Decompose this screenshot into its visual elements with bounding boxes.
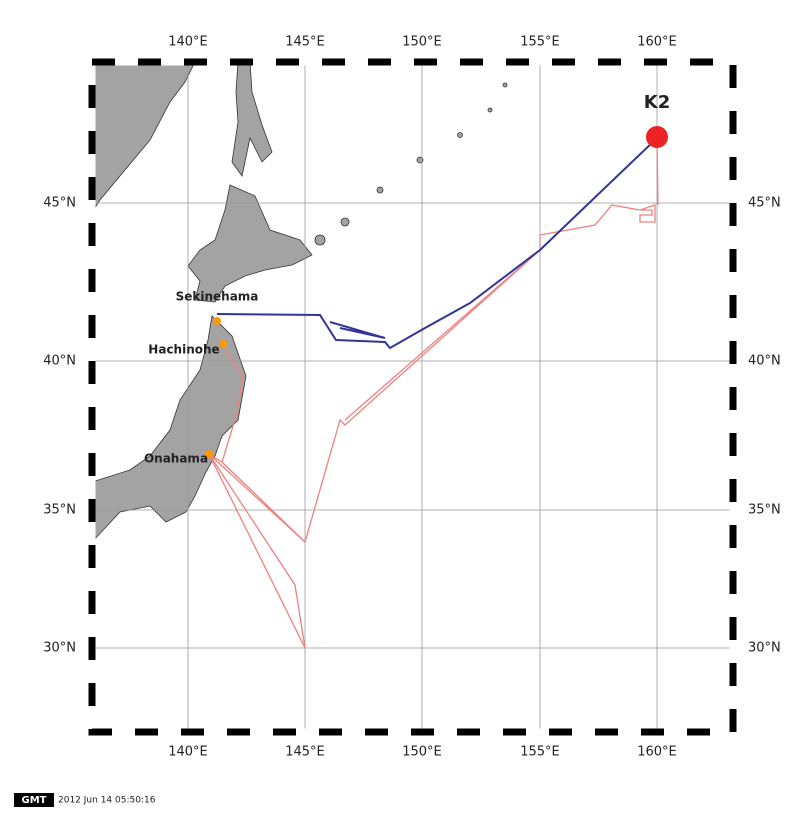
gmt-logo: GMT — [22, 795, 47, 806]
lat-label: 45°N — [748, 196, 781, 211]
lat-label: 40°N — [43, 354, 76, 369]
lon-label: 150°E — [402, 745, 442, 760]
lon-label: 160°E — [637, 745, 677, 760]
lon-label: 145°E — [285, 745, 325, 760]
gmt-logo-box — [14, 793, 54, 807]
port-marker — [213, 317, 221, 325]
port-marker — [219, 340, 227, 348]
lon-label: 160°E — [637, 35, 677, 50]
lon-label: 155°E — [520, 745, 560, 760]
station-marker — [646, 126, 668, 148]
place-label: Sekinehama — [176, 290, 259, 304]
lat-label: 35°N — [748, 503, 781, 518]
lon-label: 140°E — [168, 35, 208, 50]
lat-label: 45°N — [43, 196, 76, 211]
lat-label: 30°N — [43, 641, 76, 656]
place-label: Onahama — [144, 452, 208, 466]
timestamp: 2012 Jun 14 05:50:16 — [58, 796, 156, 806]
graticule — [92, 62, 733, 732]
lat-label: 35°N — [43, 503, 76, 518]
blue-track — [216, 139, 656, 350]
lat-label: 40°N — [748, 354, 781, 369]
lon-label: 150°E — [402, 35, 442, 50]
pink-track — [208, 139, 659, 649]
lat-label: 30°N — [748, 641, 781, 656]
lon-label: 145°E — [285, 35, 325, 50]
port-marker — [205, 450, 213, 458]
place-label: Hachinohe — [148, 343, 219, 357]
lon-label: 140°E — [168, 745, 208, 760]
lon-label: 155°E — [520, 35, 560, 50]
frame-dashes — [88, 58, 737, 736]
station-label: K2 — [644, 92, 670, 113]
